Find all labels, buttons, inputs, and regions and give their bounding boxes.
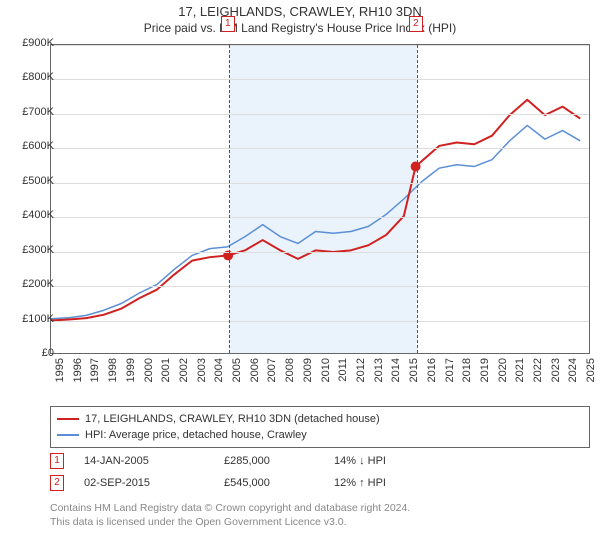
x-axis-label: 1998	[107, 358, 119, 398]
x-axis-label: 2015	[408, 358, 420, 398]
transactions-table: 1 14-JAN-2005£285,00014% ↓ HPI 2 02-SEP-201…	[50, 450, 444, 494]
transaction-row: 1 14-JAN-2005£285,00014% ↓ HPI	[50, 450, 444, 472]
legend-swatch	[57, 434, 79, 436]
chart-title: 17, LEIGHLANDS, CRAWLEY, RH10 3DN	[0, 0, 600, 19]
transaction-date: 02-SEP-2015	[84, 477, 224, 489]
y-axis-label: £700K	[8, 106, 54, 118]
x-axis-label: 1999	[125, 358, 137, 398]
marker-number: 2	[409, 16, 423, 32]
footer: Contains HM Land Registry data © Crown c…	[50, 502, 410, 529]
x-axis-label: 1995	[54, 358, 66, 398]
series-hpi	[51, 125, 580, 318]
gridline	[51, 321, 589, 322]
legend-row: 17, LEIGHLANDS, CRAWLEY, RH10 3DN (detac…	[57, 411, 583, 427]
y-axis-label: £500K	[8, 175, 54, 187]
y-axis-label: £900K	[8, 37, 54, 49]
marker-line	[229, 45, 230, 353]
x-axis-label: 2016	[426, 358, 438, 398]
y-axis-label: £600K	[8, 140, 54, 152]
x-axis-label: 2010	[320, 358, 332, 398]
transaction-price: £285,000	[224, 455, 334, 467]
gridline	[51, 217, 589, 218]
plot-area	[50, 44, 590, 354]
x-axis-label: 2006	[249, 358, 261, 398]
transaction-number: 2	[50, 475, 64, 491]
gridline	[51, 114, 589, 115]
legend-row: HPI: Average price, detached house, Craw…	[57, 427, 583, 443]
transaction-delta: 12% ↑ HPI	[334, 477, 444, 489]
y-axis-label: £300K	[8, 244, 54, 256]
marker-line	[417, 45, 418, 353]
marker-number: 1	[221, 16, 235, 32]
x-axis-label: 2004	[213, 358, 225, 398]
legend-label: 17, LEIGHLANDS, CRAWLEY, RH10 3DN (detac…	[85, 413, 380, 425]
x-axis-label: 2000	[143, 358, 155, 398]
transaction-number: 1	[50, 453, 64, 469]
x-axis-label: 1996	[72, 358, 84, 398]
gridline	[51, 79, 589, 80]
x-axis-label: 1997	[89, 358, 101, 398]
gridline	[51, 148, 589, 149]
footer-line-1: Contains HM Land Registry data © Crown c…	[50, 502, 410, 516]
chart-container: 17, LEIGHLANDS, CRAWLEY, RH10 3DN Price …	[0, 0, 600, 560]
chart-svg	[51, 45, 589, 353]
series-price_paid	[51, 100, 580, 321]
x-axis-label: 2022	[532, 358, 544, 398]
y-axis-label: £0	[8, 347, 54, 359]
x-axis-label: 2009	[302, 358, 314, 398]
x-axis-label: 2007	[266, 358, 278, 398]
x-axis-label: 2023	[550, 358, 562, 398]
transaction-row: 2 02-SEP-2015£545,00012% ↑ HPI	[50, 472, 444, 494]
x-axis-label: 2005	[231, 358, 243, 398]
x-axis-label: 2012	[355, 358, 367, 398]
transaction-date: 14-JAN-2005	[84, 455, 224, 467]
legend-label: HPI: Average price, detached house, Craw…	[85, 429, 307, 441]
legend-swatch	[57, 418, 79, 420]
gridline	[51, 286, 589, 287]
x-axis-label: 2018	[461, 358, 473, 398]
y-axis-label: £100K	[8, 313, 54, 325]
x-axis-label: 2017	[444, 358, 456, 398]
x-axis-label: 2019	[479, 358, 491, 398]
x-axis-label: 2011	[337, 358, 349, 398]
x-axis-label: 2025	[585, 358, 597, 398]
x-axis-label: 2014	[390, 358, 402, 398]
transaction-price: £545,000	[224, 477, 334, 489]
y-axis-label: £200K	[8, 278, 54, 290]
x-axis-label: 2020	[497, 358, 509, 398]
x-axis-label: 2013	[373, 358, 385, 398]
marker-dot	[411, 162, 421, 172]
chart-subtitle: Price paid vs. HM Land Registry's House …	[0, 19, 600, 35]
x-axis-label: 2008	[284, 358, 296, 398]
y-axis-label: £400K	[8, 209, 54, 221]
gridline	[51, 183, 589, 184]
x-axis-label: 2021	[514, 358, 526, 398]
y-axis-label: £800K	[8, 71, 54, 83]
footer-line-2: This data is licensed under the Open Gov…	[50, 516, 410, 530]
x-axis-label: 2002	[178, 358, 190, 398]
x-axis-label: 2003	[196, 358, 208, 398]
legend: 17, LEIGHLANDS, CRAWLEY, RH10 3DN (detac…	[50, 406, 590, 448]
x-axis-label: 2024	[567, 358, 579, 398]
gridline	[51, 45, 589, 46]
x-axis-label: 2001	[160, 358, 172, 398]
gridline	[51, 252, 589, 253]
transaction-delta: 14% ↓ HPI	[334, 455, 444, 467]
